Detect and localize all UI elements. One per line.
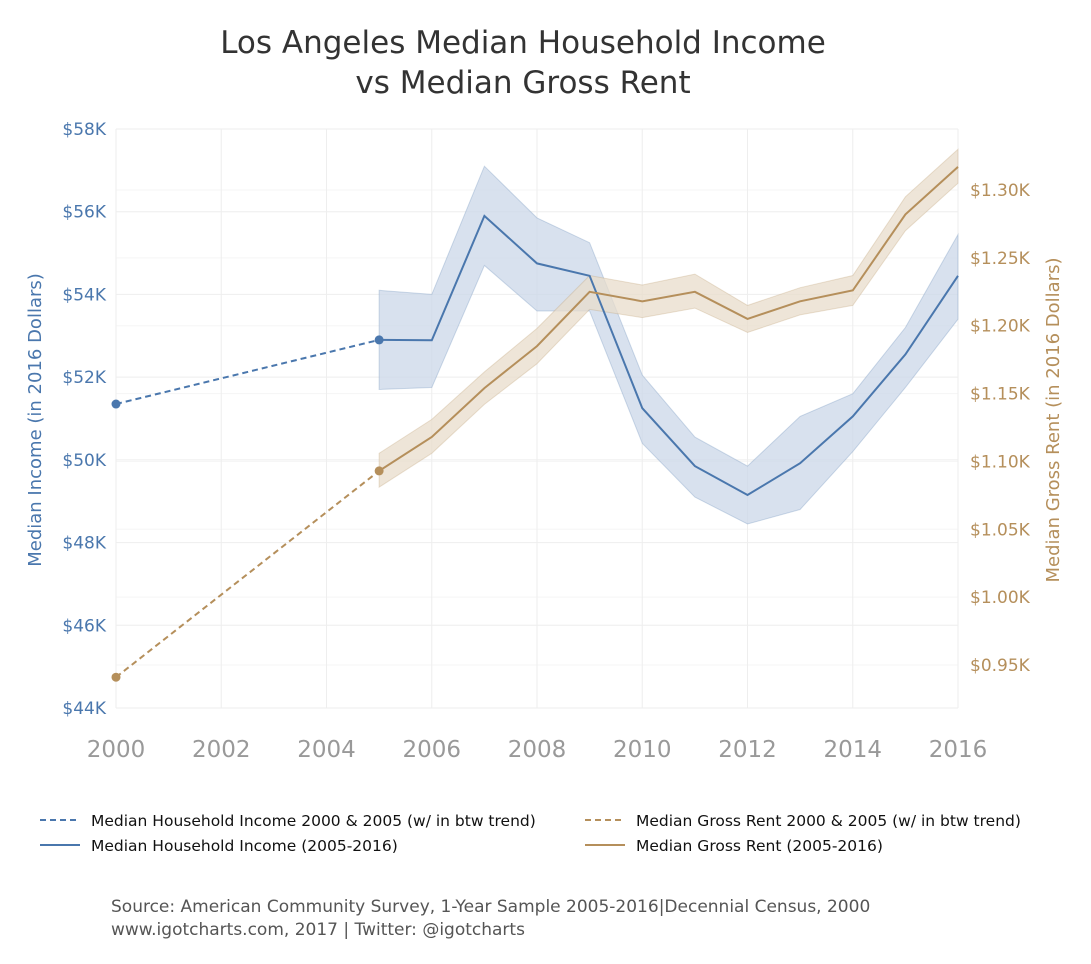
line-income-dashed bbox=[115, 338, 380, 405]
source-line-1: Source: American Community Survey, 1-Yea… bbox=[111, 897, 870, 917]
right-y-tick-label: $0.95K bbox=[970, 656, 1031, 676]
left-y-tick-label: $48K bbox=[62, 534, 106, 554]
line-rent-solid bbox=[378, 166, 959, 472]
right-y-axis-ticks: $0.95K $1.00K $1.05K $1.10K $1.15K $1.20K $1.2… bbox=[970, 181, 1031, 676]
right-y-tick-label: $1.00K bbox=[970, 588, 1031, 608]
x-tick-label: 2010 bbox=[613, 737, 672, 763]
line-income-solid bbox=[379, 214, 959, 497]
x-axis-ticks: 2000 2002 2004 2006 2008 2010 2012 2014 2016 bbox=[87, 737, 988, 763]
left-y-tick-label: $46K bbox=[62, 616, 106, 636]
x-tick-label: 2012 bbox=[718, 737, 777, 763]
left-y-tick-label: $44K bbox=[62, 699, 106, 719]
chart-title-line-1: Los Angeles Median Household Income bbox=[220, 25, 826, 61]
right-y-tick-label: $1.20K bbox=[970, 317, 1031, 337]
line-rent-dashed bbox=[115, 470, 380, 678]
right-y-tick-label: $1.10K bbox=[970, 452, 1031, 472]
point-income-2000 bbox=[111, 399, 121, 409]
left-y-tick-label: $56K bbox=[62, 203, 106, 223]
series-endpoints bbox=[111, 335, 384, 682]
left-y-axis-ticks: $44K $46K $48K $50K $52K $54K $56K $58K bbox=[62, 120, 106, 719]
x-tick-label: 2008 bbox=[508, 737, 567, 763]
x-tick-label: 2016 bbox=[929, 737, 988, 763]
right-y-axis-label: Median Gross Rent (in 2016 Dollars) bbox=[1043, 258, 1064, 583]
left-y-tick-label: $52K bbox=[62, 368, 106, 388]
x-tick-label: 2006 bbox=[402, 737, 461, 763]
point-income-2005 bbox=[374, 335, 384, 345]
x-tick-label: 2004 bbox=[297, 737, 356, 763]
point-rent-2005 bbox=[374, 466, 384, 476]
legend-label-income-dashed: Median Household Income 2000 & 2005 (w/ … bbox=[91, 812, 536, 830]
grid bbox=[115, 128, 959, 709]
left-y-axis-label: Median Income (in 2016 Dollars) bbox=[25, 273, 46, 567]
left-y-tick-label: $54K bbox=[62, 285, 106, 305]
right-y-tick-label: $1.05K bbox=[970, 520, 1031, 540]
point-rent-2000 bbox=[111, 672, 121, 682]
x-tick-label: 2002 bbox=[192, 737, 251, 763]
legend-label-income-solid: Median Household Income (2005-2016) bbox=[91, 837, 398, 855]
left-y-tick-label: $58K bbox=[62, 120, 106, 140]
legend-label-rent-solid: Median Gross Rent (2005-2016) bbox=[636, 837, 883, 855]
confidence-bands bbox=[378, 148, 959, 525]
legend: Median Household Income 2000 & 2005 (w/ … bbox=[40, 812, 1021, 855]
x-tick-label: 2000 bbox=[87, 737, 146, 763]
source-line-2: www.igotcharts.com, 2017 | Twitter: @igo… bbox=[111, 920, 525, 940]
left-y-tick-label: $50K bbox=[62, 451, 106, 471]
band-income-1 bbox=[378, 165, 959, 525]
series-lines bbox=[115, 166, 959, 678]
right-y-tick-label: $1.15K bbox=[970, 385, 1031, 405]
right-y-tick-label: $1.30K bbox=[970, 181, 1031, 201]
x-tick-label: 2014 bbox=[823, 737, 882, 763]
right-y-tick-label: $1.25K bbox=[970, 249, 1031, 269]
legend-label-rent-dashed: Median Gross Rent 2000 & 2005 (w/ in btw… bbox=[636, 812, 1021, 830]
chart-title-line-2: vs Median Gross Rent bbox=[355, 65, 690, 101]
